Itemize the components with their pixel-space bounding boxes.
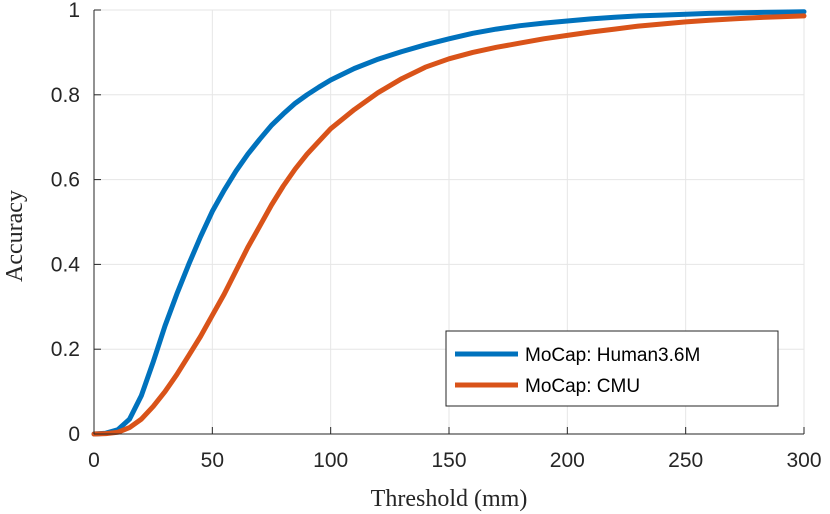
x-tick-label: 50	[201, 449, 224, 472]
x-axis-label: Threshold (mm)	[371, 486, 528, 512]
x-tick-label: 200	[550, 449, 585, 472]
x-tick-label: 100	[313, 449, 348, 472]
legend-label-human36m: MoCap: Human3.6M	[525, 345, 700, 366]
y-tick-label: 0.2	[51, 338, 80, 361]
y-tick-label: 0	[68, 423, 80, 446]
x-tick-label: 0	[88, 449, 100, 472]
tick-labels: 0 50 100 150 200 250 300 0 0.2 0.4 0.6 0.8 1	[51, 0, 822, 472]
series-line-human36m	[91, 9, 807, 437]
axes	[93, 9, 805, 435]
series-line-cmu	[91, 13, 807, 437]
series-layer	[91, 9, 807, 437]
legend-label-cmu: MoCap: CMU	[525, 376, 640, 397]
y-tick-label: 0.8	[51, 84, 80, 107]
x-tick-label: 250	[668, 449, 703, 472]
x-tick-label: 150	[431, 449, 466, 472]
y-axis-label: Accuracy	[2, 190, 28, 282]
legend-box	[445, 330, 779, 407]
legend: MoCap: Human3.6M MoCap: CMU	[445, 330, 779, 407]
y-tick-label: 0.6	[51, 169, 80, 192]
x-tick-label: 300	[786, 449, 821, 472]
y-tick-label: 0.4	[51, 253, 81, 276]
y-tick-label: 1	[68, 0, 80, 22]
